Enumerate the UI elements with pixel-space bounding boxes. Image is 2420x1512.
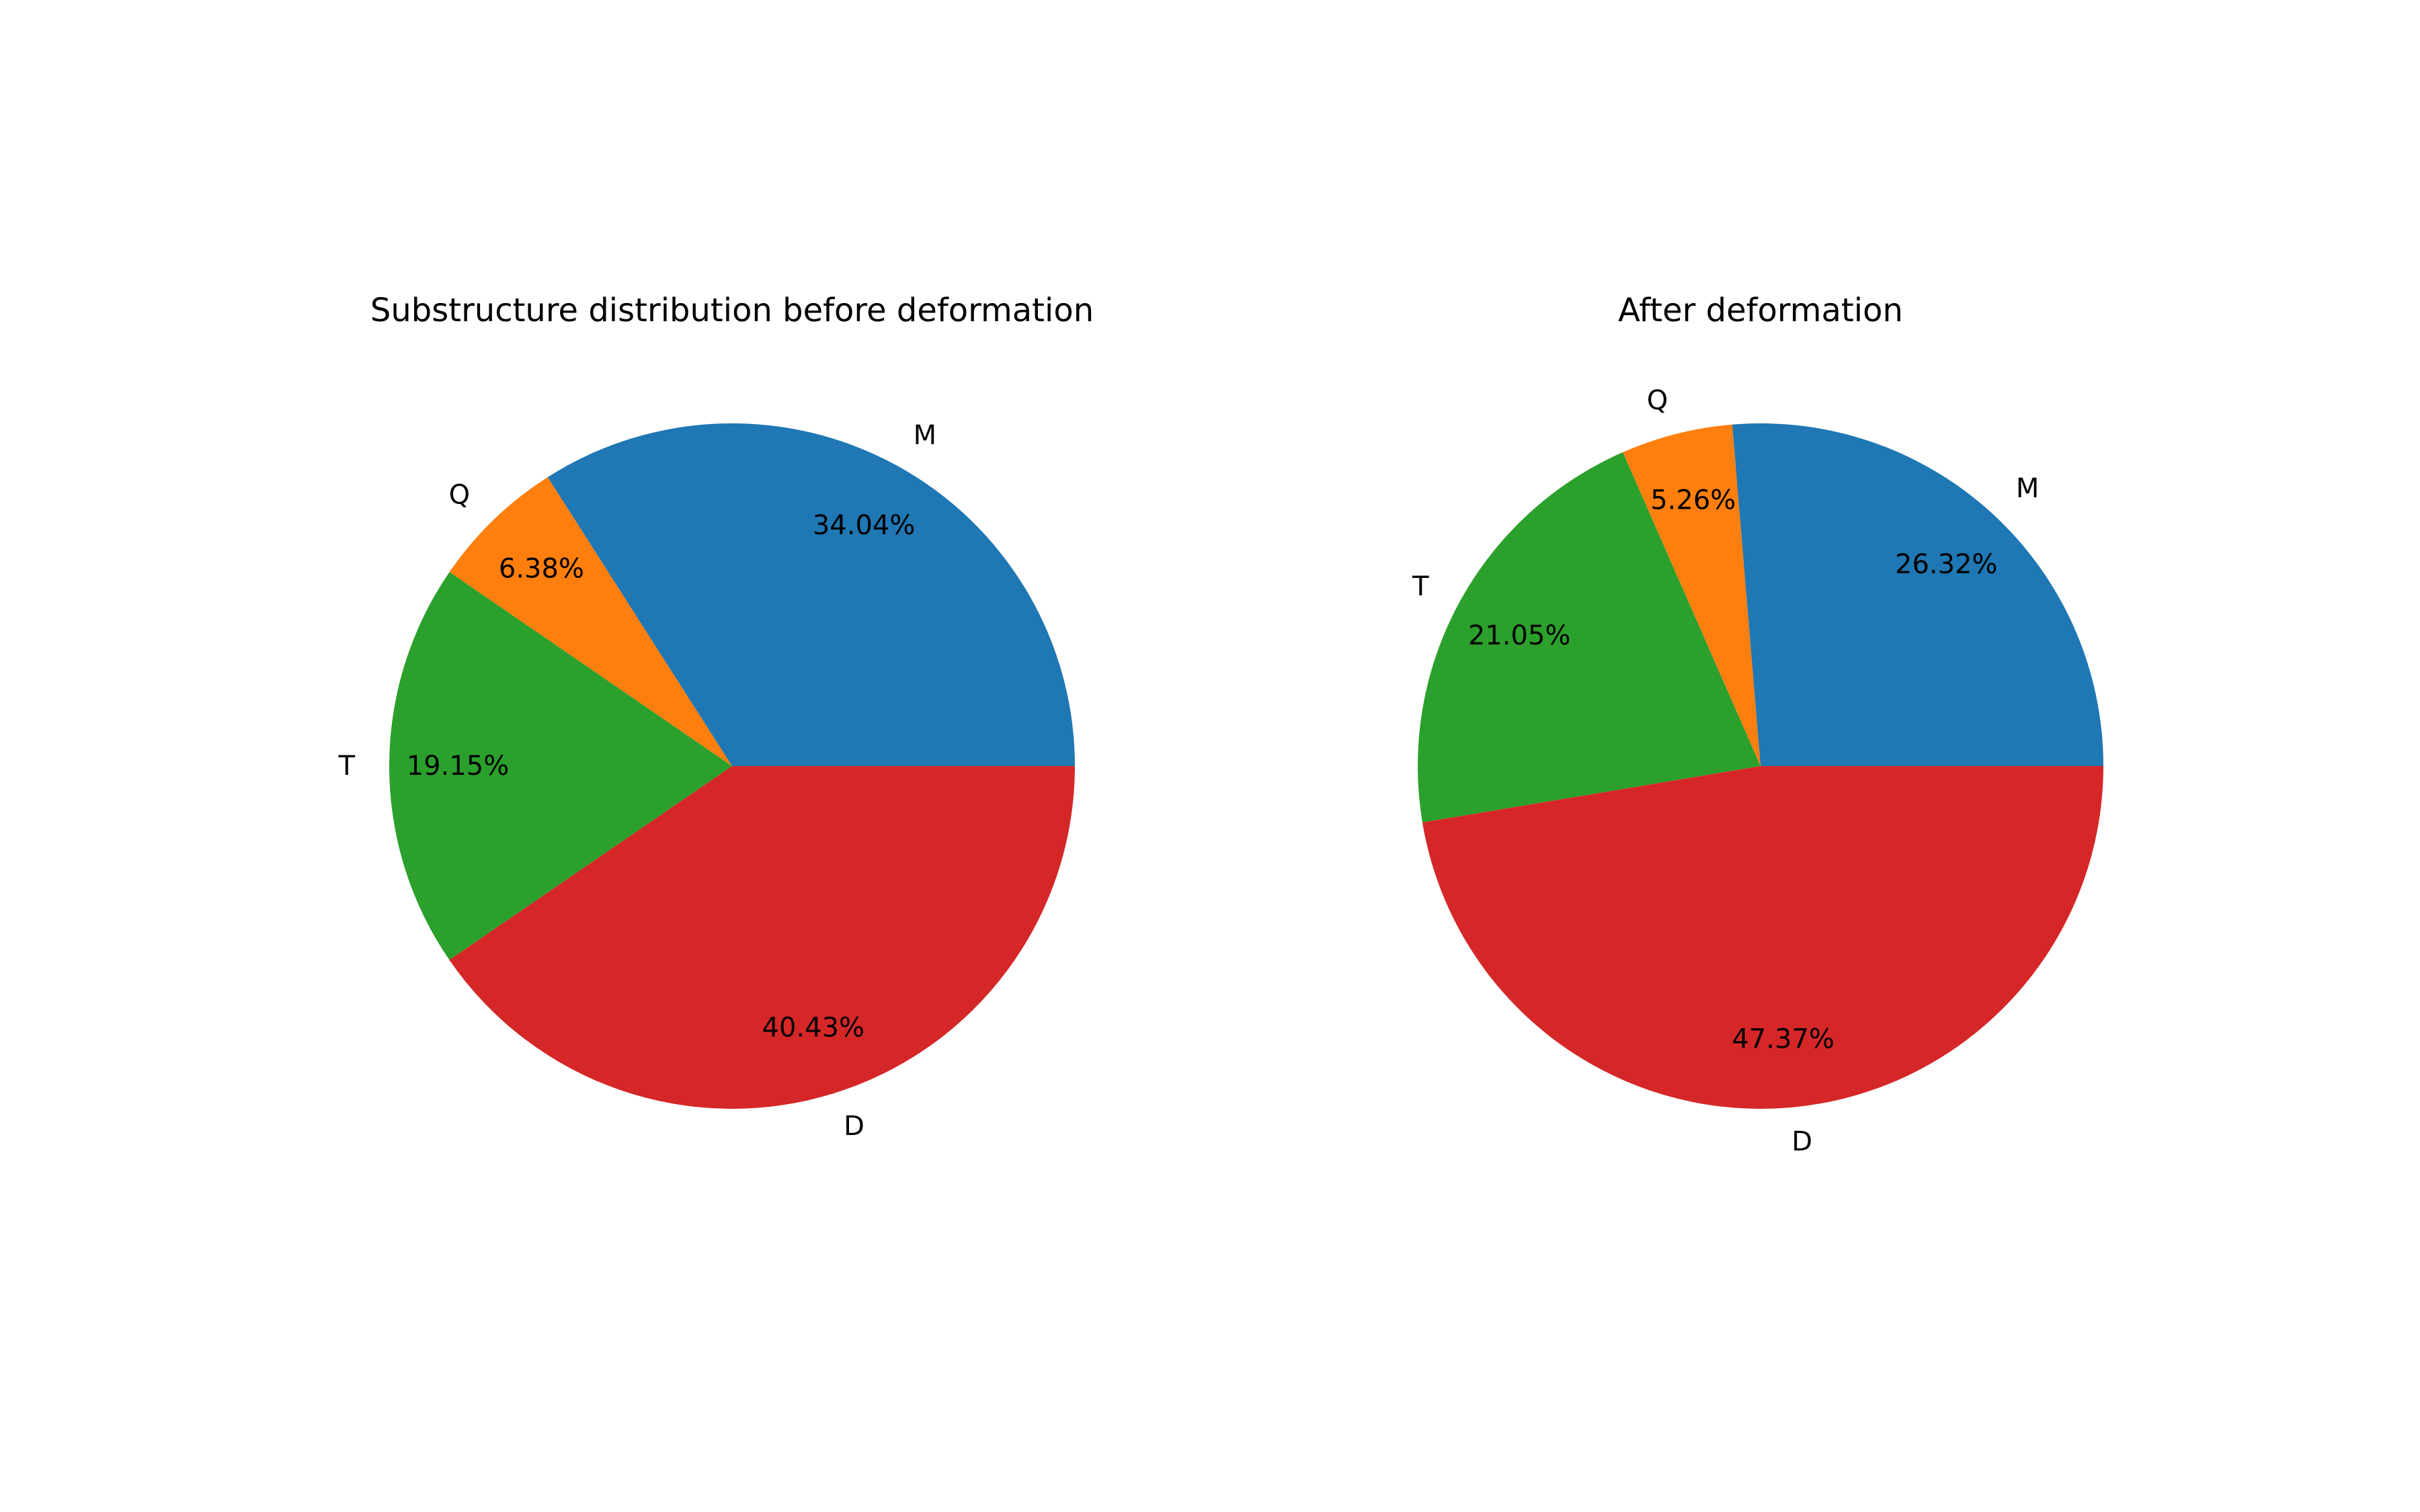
slice-d [449,766,1075,1109]
slice-m [547,423,1075,766]
slice-label-q: Q [1647,385,1668,416]
slice-q [449,477,732,766]
pie-chart-after: After deformation M 26.32% Q 5.26% T 21.05% D 4… [1412,292,2103,1157]
labels-after: M 26.32% Q 5.26% T 21.05% D 47.37% [1412,385,2039,1157]
pct-label-q: 6.38% [499,554,584,585]
slice-d [1422,766,2103,1109]
pct-label-m: 34.04% [813,510,916,541]
slice-t [389,572,732,960]
pct-label-m: 26.32% [1895,549,1998,580]
pct-label-t: 21.05% [1468,620,1571,651]
chart-title-before: Substructure distribution before deforma… [370,292,1094,329]
labels-before: M 34.04% Q 6.38% T 19.15% D 40.43% [338,420,937,1142]
slice-label-m: M [2016,473,2040,504]
slice-q [1623,424,1761,766]
slices-after [1418,423,2103,1109]
pct-label-d: 47.37% [1732,1024,1834,1055]
slices-before [389,423,1075,1109]
pct-label-d: 40.43% [762,1013,865,1044]
slice-label-d: D [844,1111,864,1142]
slice-label-t: T [338,751,356,782]
chart-title-after: After deformation [1618,292,1903,329]
slice-label-d: D [1791,1126,1812,1157]
pct-label-q: 5.26% [1650,485,1736,516]
slice-m [1732,423,2103,766]
pie-chart-before: Substructure distribution before deforma… [338,292,1094,1142]
slice-t [1418,452,1761,823]
slice-label-t: T [1412,571,1429,602]
slice-label-q: Q [449,480,470,511]
slice-label-m: M [914,420,937,451]
pct-label-t: 19.15% [407,751,510,782]
